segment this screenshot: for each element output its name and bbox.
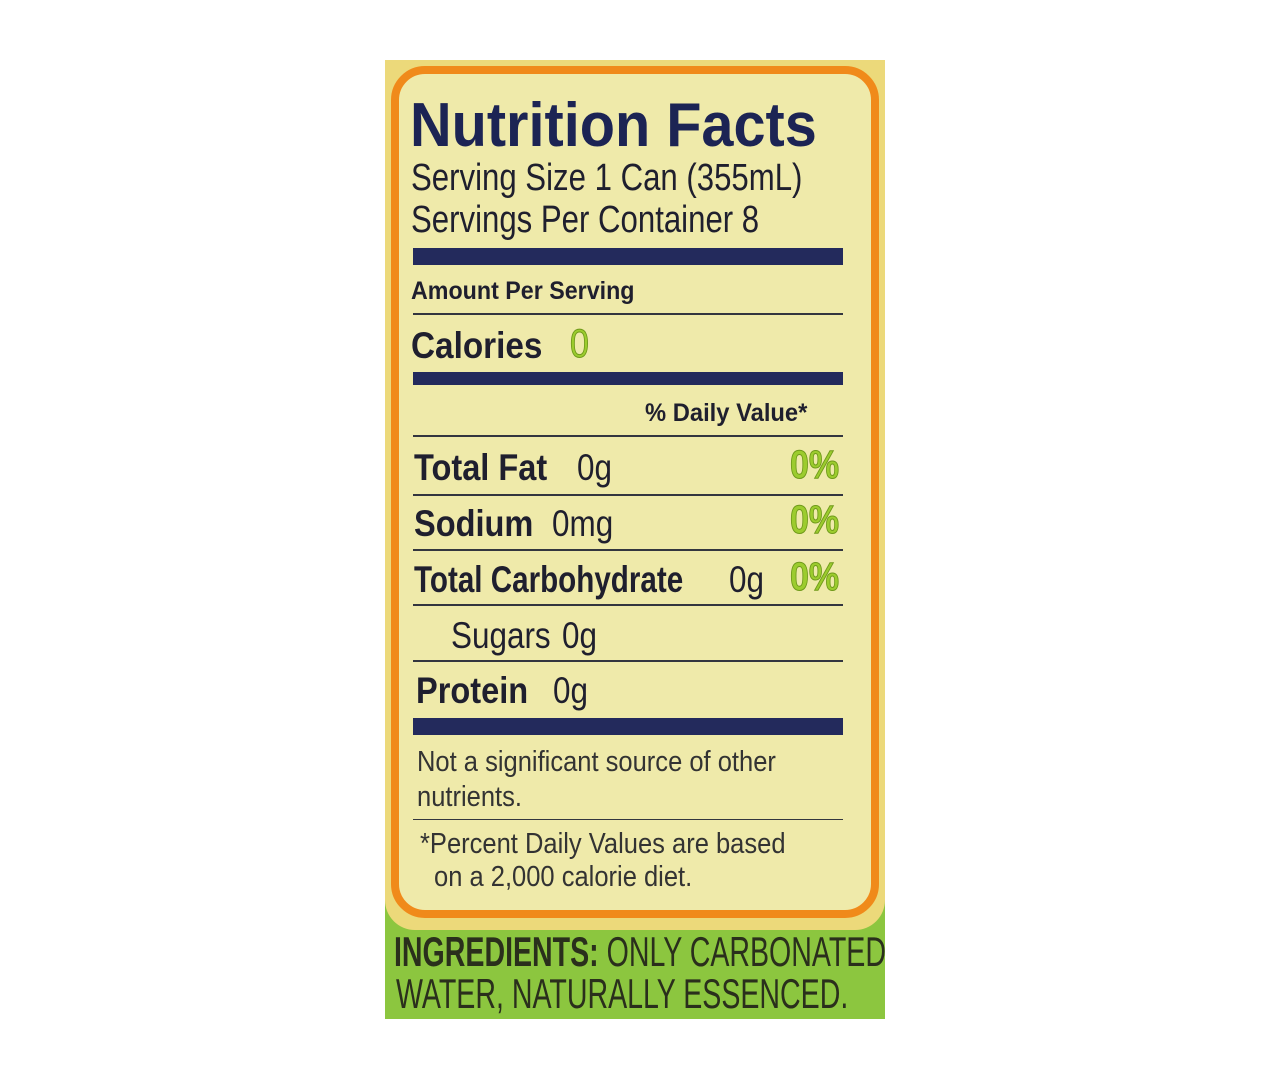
- nutrient-amount: 0mg: [552, 503, 614, 544]
- calories-label: Calories: [411, 325, 543, 366]
- calories-value: 0: [570, 322, 590, 367]
- amount-per-serving: Amount Per Serving: [411, 277, 635, 305]
- footnote-line-2: on a 2,000 calorie diet.: [434, 861, 693, 893]
- divider: [413, 435, 843, 437]
- ingredients-line-2: WATER, NATURALLY ESSENCED.: [396, 970, 849, 1017]
- serving-size: Serving Size 1 Can (355mL): [411, 157, 803, 199]
- ingredients-line-1: INGREDIENTS: ONLY CARBONATED: [394, 928, 886, 976]
- note-line-1: Not a significant source of other: [417, 746, 776, 778]
- nutrient-dv: 0%: [790, 555, 840, 600]
- ingredients-text-1: ONLY CARBONATED: [606, 928, 886, 975]
- thick-divider: [413, 372, 843, 385]
- nutrition-facts-box: [391, 66, 879, 918]
- nutrient-dv: 0%: [790, 443, 840, 488]
- nutrient-amount: 0g: [562, 615, 597, 656]
- nutrient-label: Total Carbohydrate: [414, 559, 684, 600]
- nutrient-amount: 0g: [553, 670, 588, 711]
- nutrient-label: Total Fat: [414, 447, 548, 488]
- divider: [413, 819, 843, 820]
- title: Nutrition Facts: [410, 91, 817, 160]
- servings-per-container: Servings Per Container 8: [411, 199, 760, 241]
- divider: [413, 549, 843, 551]
- divider: [413, 494, 843, 496]
- nutrient-amount: 0g: [729, 559, 764, 600]
- divider: [413, 604, 843, 606]
- thick-divider: [413, 248, 843, 265]
- ingredients-label: INGREDIENTS:: [394, 928, 599, 975]
- footnote-line-1: *Percent Daily Values are based: [420, 828, 786, 860]
- nutrient-dv: 0%: [790, 498, 840, 543]
- divider: [413, 313, 843, 315]
- nutrient-label: Sodium: [414, 503, 534, 544]
- nutrient-amount: 0g: [577, 447, 612, 488]
- nutrient-label: Sugars: [451, 615, 551, 656]
- daily-value-header: % Daily Value*: [645, 399, 808, 427]
- note-line-2: nutrients.: [417, 781, 522, 813]
- nutrient-label: Protein: [416, 670, 529, 711]
- thick-divider: [413, 718, 843, 735]
- divider: [413, 660, 843, 662]
